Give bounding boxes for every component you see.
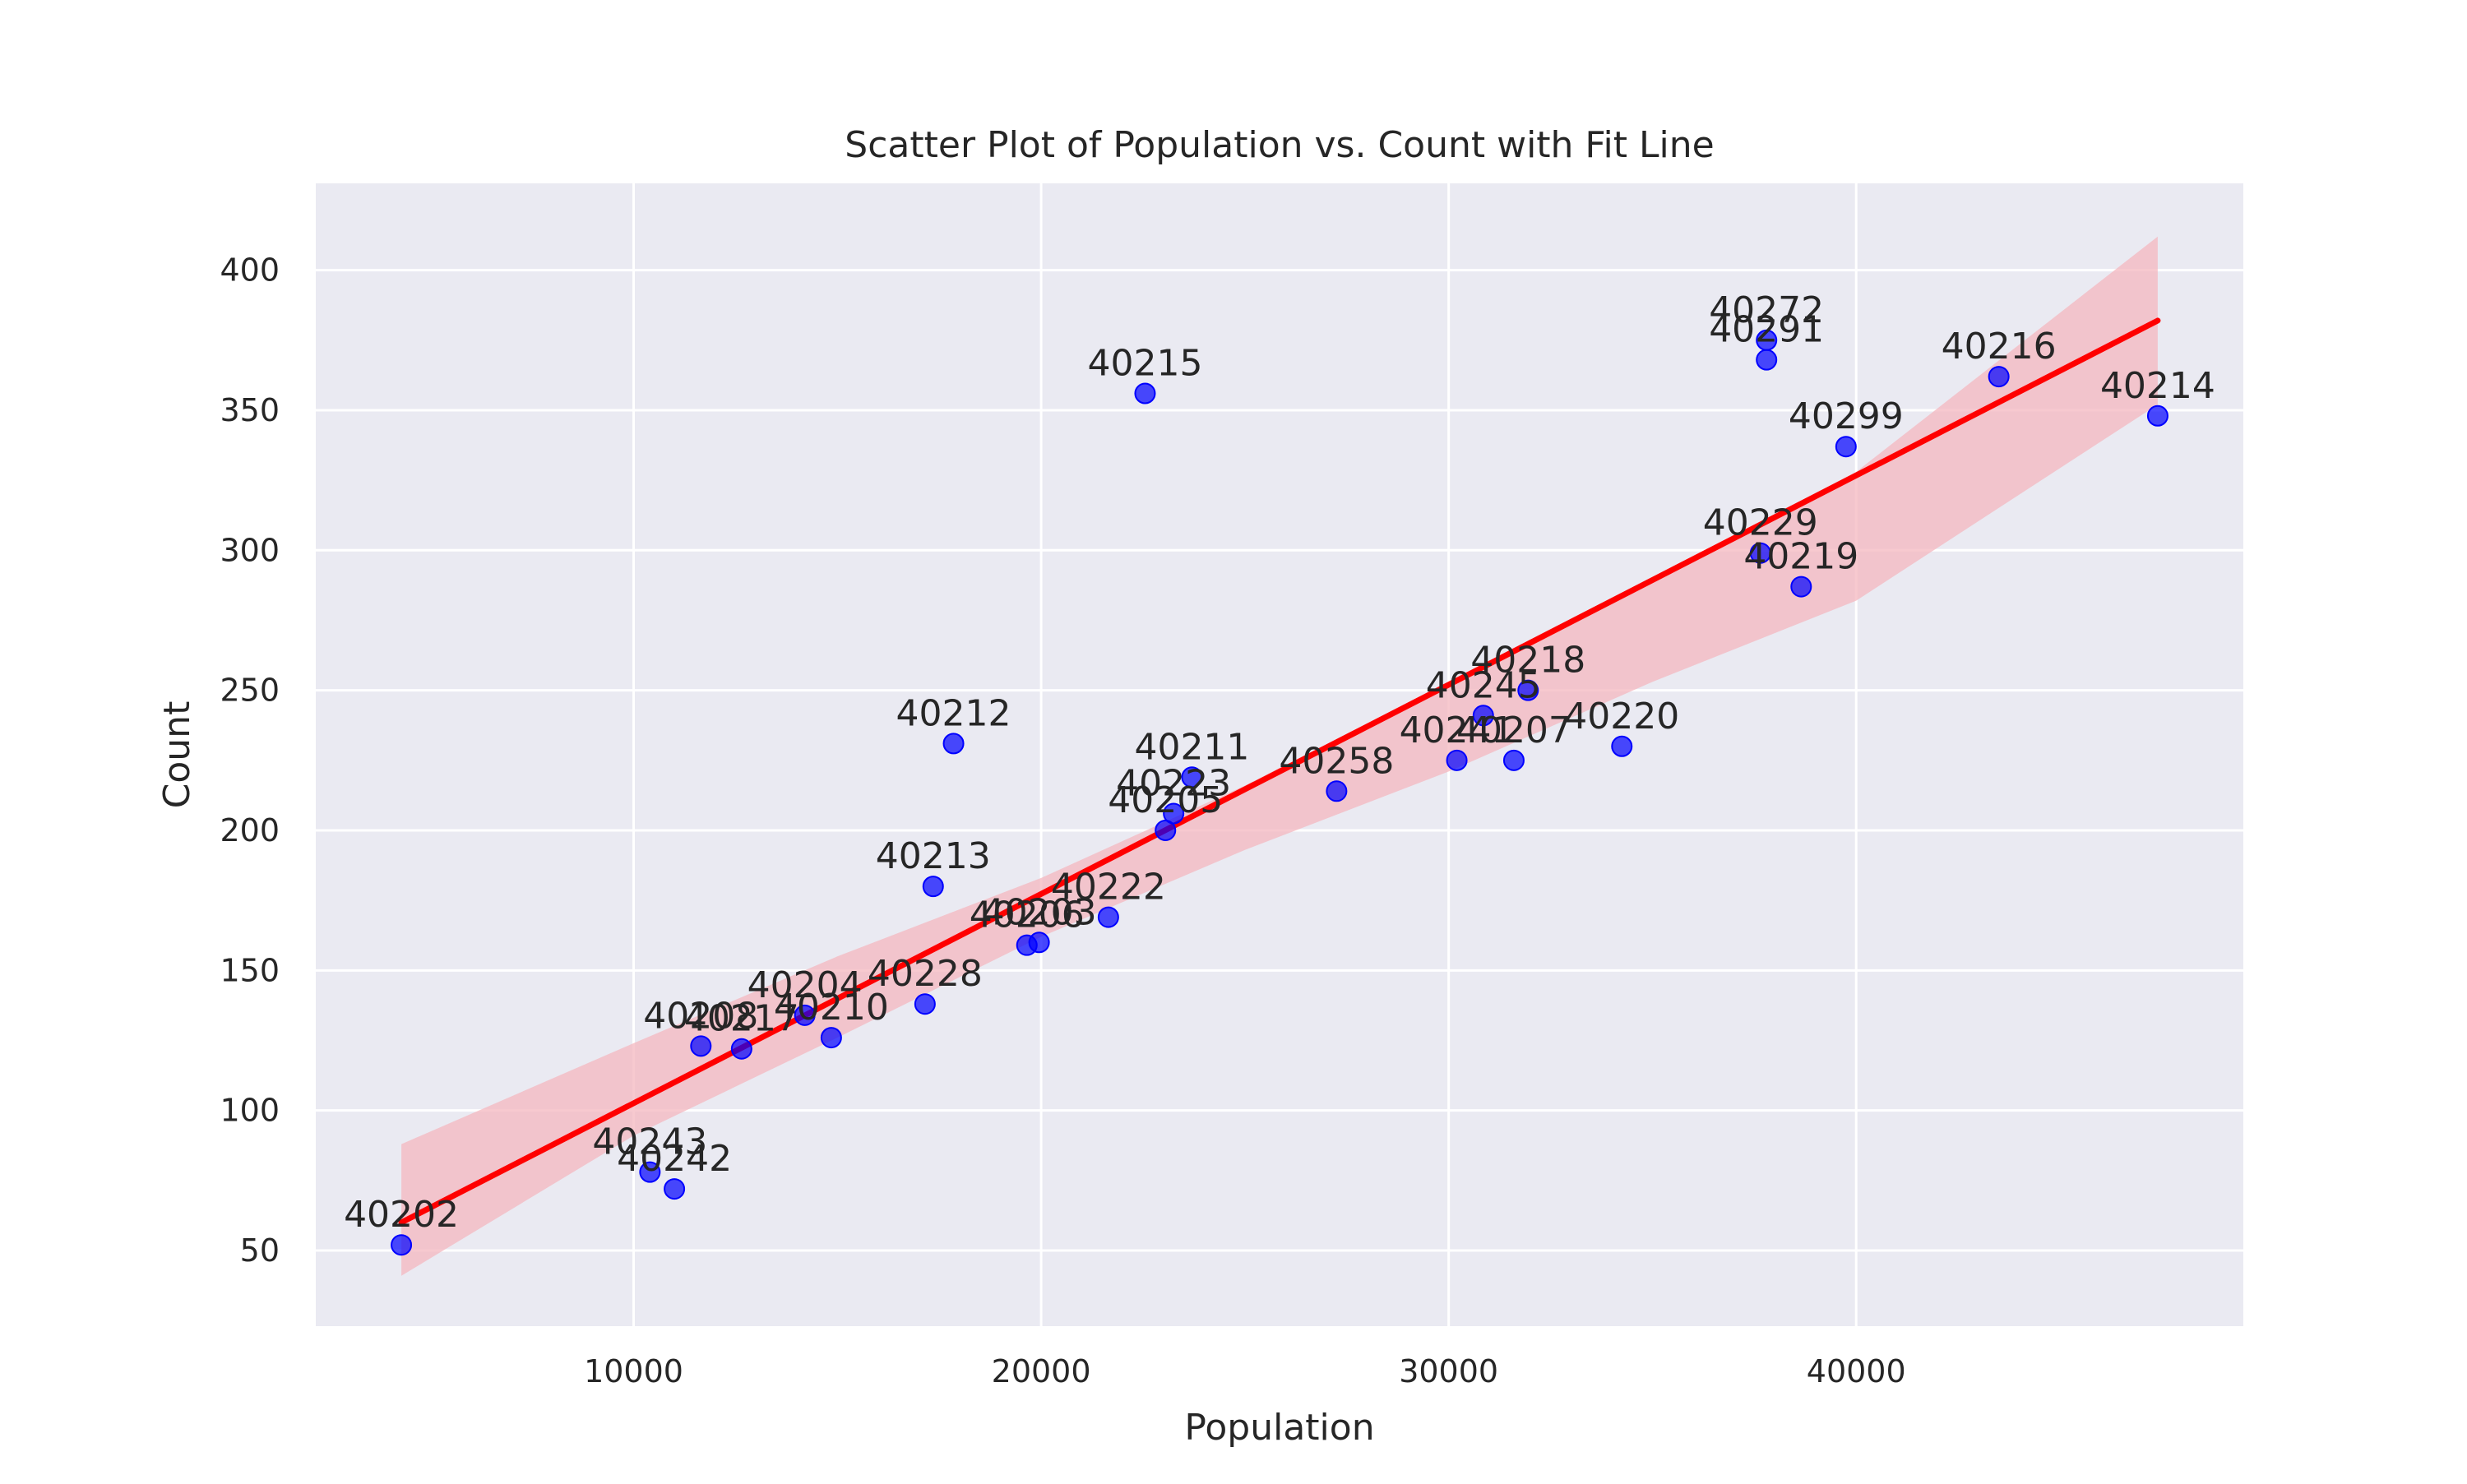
data-point [820, 1027, 842, 1049]
data-point [1988, 366, 2010, 388]
data-point [1326, 780, 1348, 802]
point-label: 40223 [1116, 763, 1231, 805]
data-point [1517, 679, 1539, 701]
fit-line [398, 317, 2161, 1226]
data-point [391, 1234, 413, 1256]
x-tick-label: 40000 [1807, 1353, 1906, 1389]
data-point [1097, 906, 1119, 928]
data-point [1163, 802, 1185, 825]
x-tick-label: 30000 [1399, 1353, 1498, 1389]
point-label: 40228 [868, 953, 983, 995]
y-tick-label: 250 [220, 673, 280, 709]
y-tick-label: 300 [220, 532, 280, 568]
data-point [942, 733, 965, 755]
data-point [1835, 436, 1857, 458]
chart-title: Scatter Plot of Population vs. Count wit… [845, 124, 1714, 166]
y-axis-label: Count [156, 701, 198, 809]
point-label: 40206 [970, 895, 1085, 936]
data-point [1155, 819, 1177, 841]
data-point [1502, 749, 1525, 771]
y-tick-label: 150 [220, 952, 280, 988]
point-label: 40205 [1108, 779, 1223, 821]
point-label: 40258 [1279, 740, 1394, 782]
y-tick-label: 50 [240, 1232, 280, 1269]
point-label: 40272 [1709, 289, 1824, 331]
point-label: 40213 [876, 835, 991, 877]
point-label: 40220 [1564, 696, 1679, 737]
data-point [730, 1038, 752, 1060]
point-label: 40203 [982, 891, 1097, 933]
x-axis-label: Population [1184, 1407, 1374, 1449]
x-tick-label: 10000 [584, 1353, 683, 1389]
data-point [1790, 576, 1812, 598]
data-point [1028, 932, 1050, 954]
point-label: 40212 [896, 692, 1011, 734]
point-label: 40245 [1426, 664, 1541, 706]
plot-area [316, 183, 2243, 1326]
point-label: 40208 [643, 995, 758, 1037]
point-label: 40241 [1400, 710, 1515, 751]
data-point [914, 993, 936, 1015]
point-label: 40216 [1942, 326, 2057, 368]
data-point [639, 1161, 661, 1183]
point-label: 40229 [1703, 502, 1818, 544]
data-point [1134, 382, 1156, 405]
point-label: 40210 [774, 987, 889, 1029]
data-point [1611, 735, 1633, 757]
point-label: 40214 [2100, 365, 2215, 407]
data-point [1472, 705, 1494, 727]
point-label: 40211 [1134, 726, 1249, 768]
point-label: 40222 [1051, 867, 1166, 908]
y-tick-label: 200 [220, 812, 280, 848]
data-point [1181, 766, 1203, 788]
data-point [690, 1035, 712, 1057]
data-point [2146, 405, 2168, 427]
point-label: 40243 [592, 1121, 707, 1163]
confidence-band [401, 236, 2158, 1276]
data-point [794, 1004, 816, 1026]
data-point [664, 1178, 686, 1200]
point-label: 40291 [1709, 309, 1824, 351]
x-tick-label: 20000 [992, 1353, 1091, 1389]
y-tick-label: 400 [220, 252, 280, 289]
data-point [922, 876, 944, 898]
point-label: 40219 [1743, 536, 1858, 578]
y-tick-label: 100 [220, 1093, 280, 1129]
data-point [1756, 349, 1778, 371]
point-label: 40207 [1456, 710, 1571, 751]
point-label: 40202 [344, 1194, 459, 1236]
point-label: 40204 [748, 964, 863, 1006]
data-points [391, 329, 2168, 1256]
point-label: 40218 [1470, 640, 1585, 682]
point-label: 40242 [617, 1138, 732, 1180]
data-point [1749, 542, 1771, 564]
y-tick-label: 350 [220, 392, 280, 428]
data-point [1446, 749, 1468, 771]
point-label: 40217 [684, 998, 799, 1040]
point-label: 40215 [1087, 343, 1202, 385]
point-label: 40299 [1789, 395, 1904, 437]
